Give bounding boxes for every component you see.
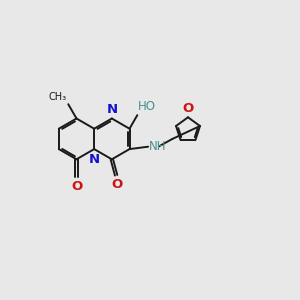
Text: N: N — [89, 153, 100, 166]
Text: CH₃: CH₃ — [49, 92, 67, 102]
Text: HO: HO — [138, 100, 156, 113]
Text: O: O — [182, 102, 194, 115]
Text: O: O — [71, 180, 82, 193]
Text: N: N — [106, 103, 117, 116]
Text: O: O — [111, 178, 122, 190]
Text: NH: NH — [149, 140, 167, 153]
